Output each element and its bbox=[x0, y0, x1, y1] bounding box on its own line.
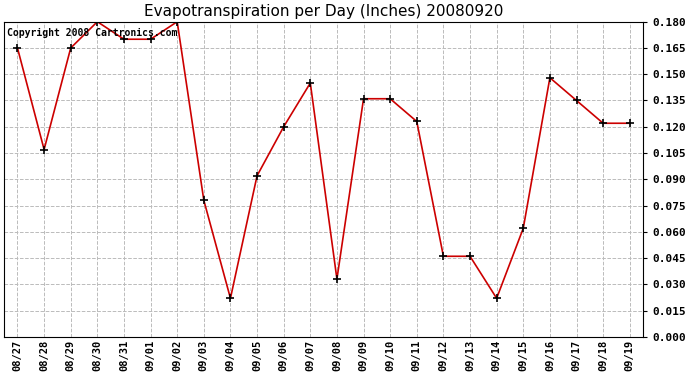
Title: Evapotranspiration per Day (Inches) 20080920: Evapotranspiration per Day (Inches) 2008… bbox=[144, 4, 503, 19]
Text: Copyright 2008 Cartronics.com: Copyright 2008 Cartronics.com bbox=[8, 28, 178, 38]
